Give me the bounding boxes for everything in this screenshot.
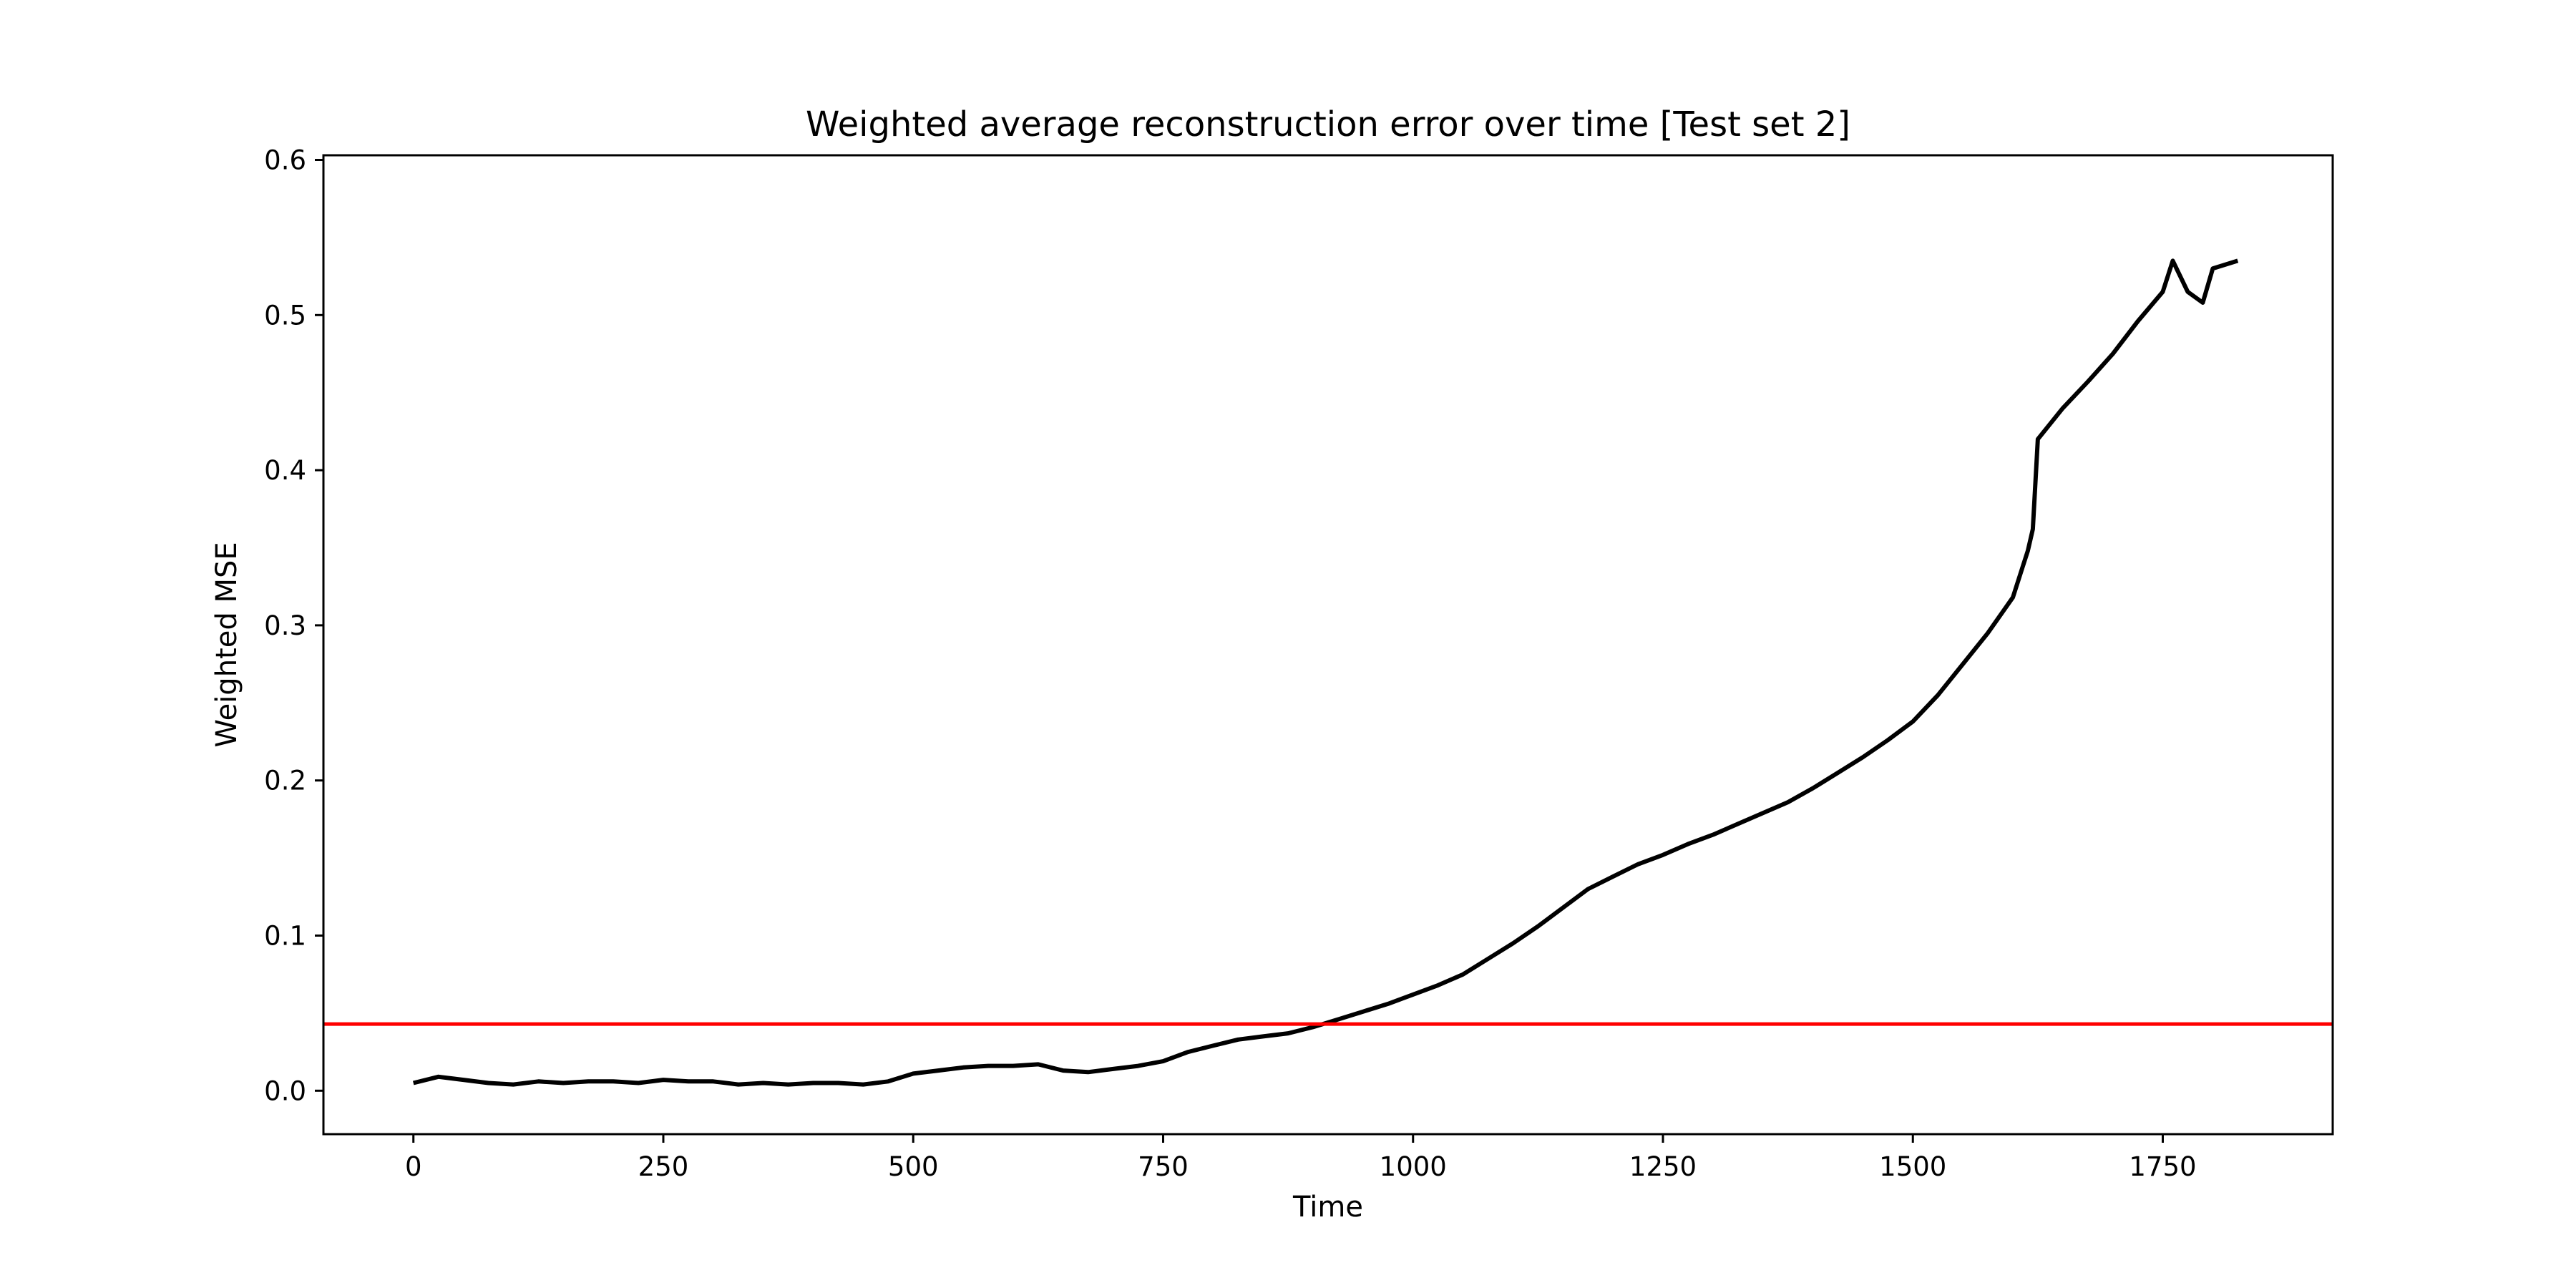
plot-area [323,258,2333,1087]
x-tick-label: 750 [1138,1151,1189,1182]
x-tick-label: 1250 [1629,1151,1697,1182]
y-tick-label: 0.4 [264,455,306,486]
chart-title: Weighted average reconstruction error ov… [806,104,1850,145]
y-tick-label: 0.5 [264,300,306,331]
y-tick-label: 0.3 [264,610,306,641]
x-axis-label: Time [1292,1191,1363,1224]
axes-frame [322,154,2334,1136]
x-tick-label: 250 [638,1151,689,1182]
y-tick-label: 0.0 [264,1075,306,1106]
y-tick-label: 0.1 [264,920,306,951]
x-tick-label: 500 [888,1151,939,1182]
x-tick-label: 1000 [1380,1151,1447,1182]
x-tick-label: 1750 [2129,1151,2196,1182]
series-layer [412,258,2239,1087]
y-tick-label: 0.2 [264,766,306,796]
y-axis-ticks: 0.0 0.1 0.2 0.3 0.4 0.5 0.6 [264,145,323,1106]
y-axis-label: Weighted MSE [210,542,243,747]
x-axis-ticks: 0 250 500 750 1000 1250 1500 1750 [405,1134,2197,1182]
y-tick-label: 0.6 [264,145,306,176]
x-tick-label: 0 [405,1151,422,1182]
series-line-0 [412,258,2239,1087]
x-tick-label: 1500 [1879,1151,1946,1182]
